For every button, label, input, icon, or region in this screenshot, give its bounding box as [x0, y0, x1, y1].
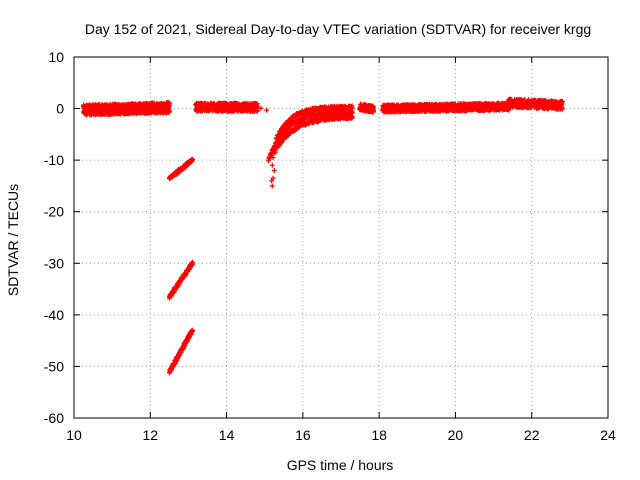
x-tick-label: 14: [219, 427, 235, 443]
data-point: [269, 183, 275, 189]
y-tick-label: -30: [44, 255, 64, 271]
y-tick-label: -60: [44, 410, 64, 426]
y-axis-ticks: 10 0 -10 -20 -30 -40 -50 -60: [44, 49, 608, 426]
data-point: [269, 162, 275, 168]
y-tick-label: 0: [56, 101, 64, 117]
data-point: [560, 99, 565, 104]
data-point: [270, 155, 276, 161]
data-point: [559, 106, 565, 112]
x-tick-label: 18: [371, 427, 387, 443]
x-axis-label: GPS time / hours: [287, 457, 394, 473]
x-tick-label: 10: [66, 427, 82, 443]
plot-frame: [73, 56, 609, 419]
data-point: [349, 114, 355, 120]
data-point: [271, 168, 277, 173]
data-point: [190, 156, 196, 162]
data-points: [80, 96, 565, 376]
x-axis-ticks: 10 12 14 16 18 20 22 24: [66, 57, 616, 443]
y-tick-label: -50: [44, 358, 64, 374]
data-point: [254, 108, 260, 114]
x-tick-label: 16: [295, 427, 311, 443]
data-point: [254, 101, 260, 107]
data-point: [258, 105, 264, 111]
chart-title: Day 152 of 2021, Sidereal Day-to-day VTE…: [85, 21, 591, 37]
y-tick-label: -10: [44, 152, 64, 168]
x-tick-label: 20: [448, 427, 464, 443]
x-tick-label: 22: [524, 427, 540, 443]
data-point: [370, 108, 376, 114]
data-point: [190, 328, 196, 334]
y-tick-label: 10: [48, 49, 64, 65]
y-tick-label: -40: [44, 307, 64, 323]
data-point: [167, 100, 173, 106]
data-point: [190, 259, 196, 265]
data-point: [349, 105, 355, 111]
data-point: [264, 107, 270, 113]
y-axis-label: SDTVAR / TECUs: [5, 184, 21, 296]
data-point: [166, 107, 172, 113]
x-tick-label: 12: [142, 427, 158, 443]
x-tick-label: 24: [600, 427, 616, 443]
y-tick-label: -20: [44, 204, 64, 220]
data-point: [270, 175, 276, 181]
data-point: [269, 178, 275, 184]
